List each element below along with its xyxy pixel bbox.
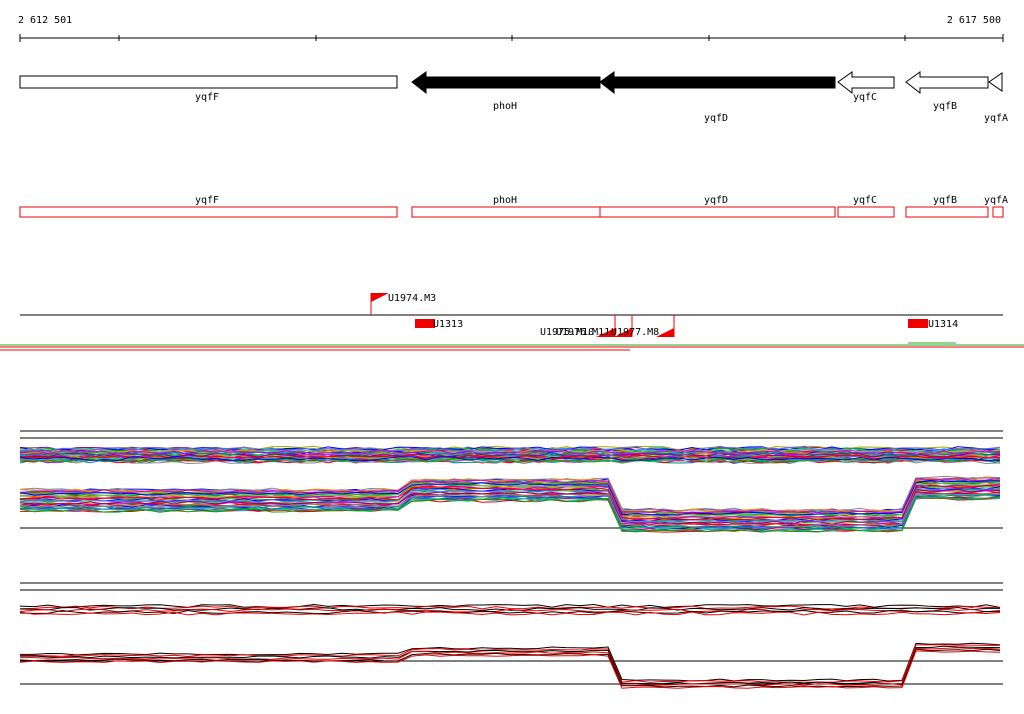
transcript-label: yqfC xyxy=(853,195,877,206)
transcript-label: yqfB xyxy=(933,195,957,206)
profile-line xyxy=(19,611,1001,616)
profile-line xyxy=(19,449,1001,455)
profile-line xyxy=(19,647,1001,686)
profile-line xyxy=(19,644,1001,683)
sites-track xyxy=(0,293,1024,351)
gene-label: yqfC xyxy=(853,92,877,103)
gene-label: phoH xyxy=(493,101,517,112)
genes xyxy=(19,71,1003,95)
site-label: U1975.M10 xyxy=(540,327,594,338)
gene-label: yqfF xyxy=(195,92,219,103)
site-label: U1974.M3 xyxy=(388,293,436,304)
ruler-end: 2 617 500 xyxy=(947,15,1001,26)
transcript-label: yqfD xyxy=(704,195,728,206)
gene-label: yqfD xyxy=(704,113,728,124)
profile-line xyxy=(19,450,1001,456)
gene-label: yqfB xyxy=(933,101,957,112)
profile-line xyxy=(19,458,1001,464)
profile-line xyxy=(19,479,1001,516)
profile-line xyxy=(19,492,1001,528)
transcript-label: phoH xyxy=(493,195,517,206)
profile-line xyxy=(19,605,1001,610)
site-label: U1314 xyxy=(928,319,958,330)
profile-line xyxy=(19,496,1001,533)
profile-line xyxy=(19,484,1001,521)
profile-line xyxy=(19,454,1001,460)
profile-line xyxy=(19,645,1001,685)
profile-line xyxy=(19,481,1001,518)
gene-label: yqfA xyxy=(984,113,1008,124)
site-label: U1976.M11 xyxy=(556,327,610,338)
profile-line xyxy=(19,477,1001,514)
profile-line xyxy=(19,446,1001,452)
ruler-start: 2 612 501 xyxy=(18,15,72,26)
profile-line xyxy=(19,642,1001,682)
transcripts xyxy=(19,206,1004,218)
profile-line xyxy=(19,487,1001,523)
profile-line xyxy=(19,603,1001,608)
transcript-label: yqfF xyxy=(195,195,219,206)
profile-line xyxy=(19,488,1001,525)
ruler xyxy=(19,34,1004,42)
expression-profiles xyxy=(19,430,1003,689)
transcript-label: yqfA xyxy=(984,195,1008,206)
site-label: U1977.M8 xyxy=(611,327,659,338)
profile-line xyxy=(19,456,1001,462)
profile-line xyxy=(19,608,1001,613)
site-label: U1313 xyxy=(433,319,463,330)
profile-line xyxy=(19,493,1001,530)
profile-line xyxy=(19,650,1001,689)
profile-line xyxy=(19,610,1001,614)
